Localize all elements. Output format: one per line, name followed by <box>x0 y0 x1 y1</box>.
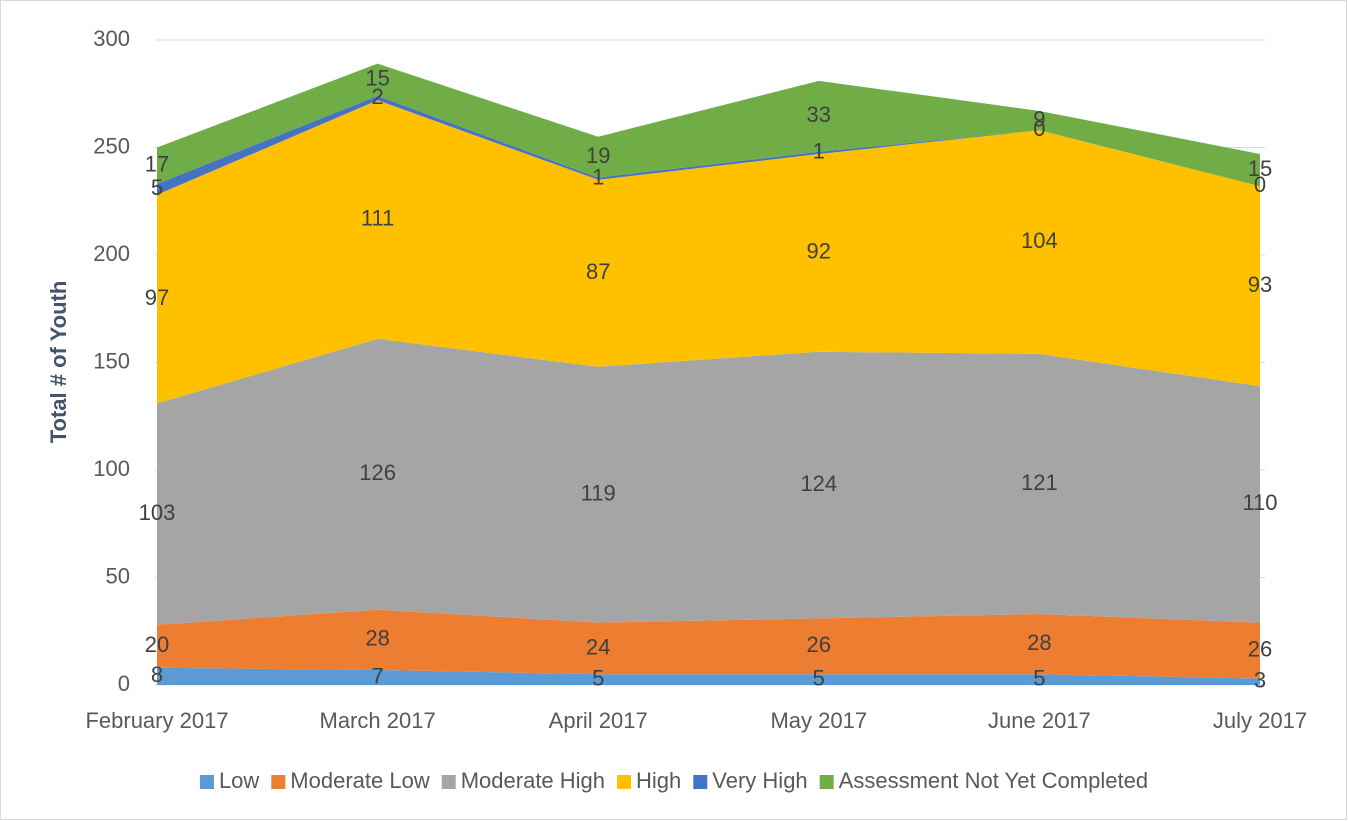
legend-swatch <box>819 775 834 789</box>
x-tick-label: February 2017 <box>85 708 228 733</box>
data-label: 3 <box>1254 668 1266 693</box>
data-label: 2 <box>371 84 383 109</box>
data-label: 5 <box>813 665 825 690</box>
area <box>157 609 1260 679</box>
legend-label: Low <box>219 768 259 793</box>
y-tick-label: 200 <box>93 241 130 266</box>
data-label: 24 <box>586 634 610 659</box>
data-label: 7 <box>371 663 383 688</box>
y-tick-label: 50 <box>106 563 130 588</box>
data-label: 5 <box>592 665 604 690</box>
data-label: 28 <box>1027 630 1051 655</box>
y-axis-title: Total # of Youth <box>46 281 71 444</box>
legend-label: Moderate Low <box>290 768 430 793</box>
data-label: 1 <box>813 139 825 164</box>
x-tick-label: May 2017 <box>770 708 867 733</box>
data-label: 33 <box>807 102 831 127</box>
data-label: 110 <box>1242 490 1277 515</box>
data-label: 5 <box>151 175 163 200</box>
data-label: 8 <box>151 662 163 687</box>
data-label: 0 <box>1254 172 1266 197</box>
legend-swatch <box>617 775 632 789</box>
x-tick-label: June 2017 <box>988 708 1091 733</box>
data-label: 17 <box>145 152 169 177</box>
data-label: 15 <box>365 66 389 91</box>
data-label: 119 <box>581 481 616 506</box>
legend-swatch <box>693 775 708 789</box>
data-label: 103 <box>139 500 176 525</box>
legend-swatch <box>271 775 286 789</box>
data-label: 92 <box>807 239 831 264</box>
area <box>157 63 1260 187</box>
area <box>157 338 1260 625</box>
data-label: 0 <box>1033 116 1045 141</box>
x-tick-label: April 2017 <box>549 708 648 733</box>
data-label: 124 <box>800 471 837 496</box>
legend-label: Assessment Not Yet Completed <box>839 768 1148 793</box>
y-tick-label: 0 <box>118 671 130 696</box>
data-label: 9 <box>1033 106 1045 131</box>
data-label: 26 <box>1248 636 1272 661</box>
legend-label: Very High <box>712 768 807 793</box>
data-label: 93 <box>1248 272 1272 297</box>
legend-label: High <box>636 768 681 793</box>
area <box>157 667 1260 685</box>
y-tick-label: 100 <box>93 456 130 481</box>
data-label: 28 <box>365 626 389 651</box>
data-label: 19 <box>586 143 610 168</box>
data-label: 111 <box>361 205 394 230</box>
data-label: 20 <box>145 632 169 657</box>
y-tick-label: 150 <box>93 348 130 373</box>
y-tick-label: 300 <box>93 26 130 51</box>
data-label: 26 <box>807 632 831 657</box>
legend-label: Moderate High <box>461 768 605 793</box>
area <box>157 100 1260 404</box>
data-label: 5 <box>1033 665 1045 690</box>
legend-swatch <box>199 775 214 789</box>
legend: Low Moderate Low Moderate High High Very Hig… <box>199 768 1148 793</box>
data-label: 97 <box>145 285 169 310</box>
x-tick-label: March 2017 <box>320 708 436 733</box>
data-label: 126 <box>359 460 396 485</box>
data-label: 1 <box>592 164 604 189</box>
legend-swatch <box>441 775 456 789</box>
data-label: 87 <box>586 259 610 284</box>
data-label: 121 <box>1021 470 1058 495</box>
x-tick-label: July 2017 <box>1213 708 1307 733</box>
data-label: 104 <box>1021 228 1058 253</box>
y-tick-label: 250 <box>93 133 130 158</box>
data-label: 15 <box>1248 156 1272 181</box>
